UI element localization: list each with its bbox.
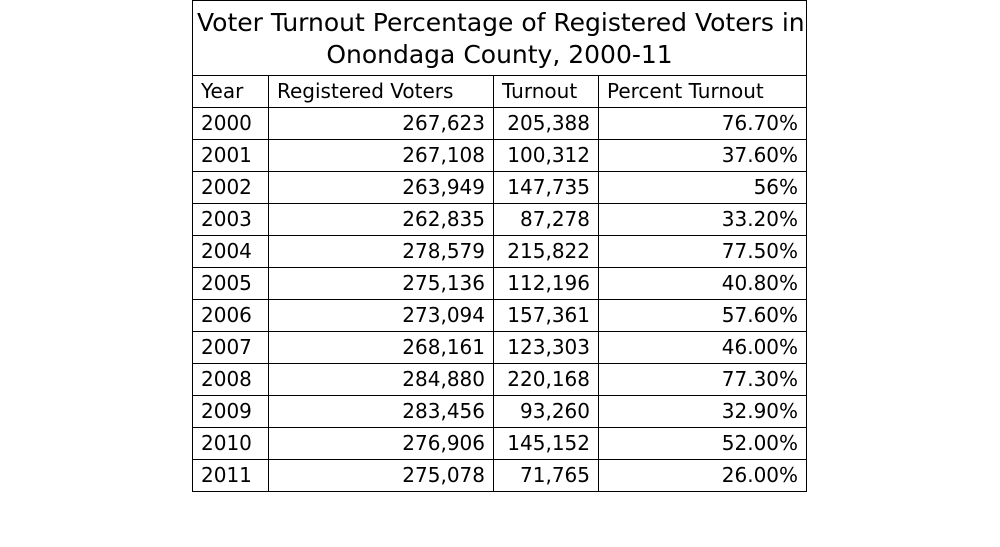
percent-turnout-cell: 77.50%: [597, 235, 808, 268]
header-row: Year Registered Voters Turnout Percent T…: [192, 75, 808, 108]
table-row: 2005 275,136 112,196 40.80%: [192, 267, 808, 300]
turnout-cell: 71,765: [493, 459, 599, 492]
table-row: 2006 273,094 157,361 57.60%: [192, 299, 808, 332]
percent-turnout-cell: 26.00%: [597, 459, 808, 492]
turnout-cell: 145,152: [493, 427, 599, 460]
year-cell: 2010: [192, 427, 269, 460]
percent-turnout-cell: 52.00%: [597, 427, 808, 460]
percent-turnout-cell: 32.90%: [597, 395, 808, 428]
year-cell: 2004: [192, 235, 269, 268]
percent-turnout-cell: 77.30%: [597, 363, 808, 396]
turnout-cell: 215,822: [493, 235, 599, 268]
turnout-cell: 157,361: [493, 299, 599, 332]
turnout-cell: 123,303: [493, 331, 599, 364]
registered-voters-cell: 278,579: [268, 235, 494, 268]
table-row: 2001 267,108 100,312 37.60%: [192, 139, 808, 172]
percent-turnout-cell: 40.80%: [597, 267, 808, 300]
year-cell: 2002: [192, 171, 269, 204]
percent-turnout-cell: 33.20%: [597, 203, 808, 236]
registered-voters-cell: 263,949: [268, 171, 494, 204]
table-row: 2003 262,835 87,278 33.20%: [192, 203, 808, 236]
table-title-line-2: Onondaga County, 2000-11: [326, 40, 673, 69]
turnout-table-container: Voter Turnout Percentage of Registered V…: [191, 0, 808, 492]
year-cell: 2009: [192, 395, 269, 428]
registered-voters-cell: 268,161: [268, 331, 494, 364]
turnout-cell: 112,196: [493, 267, 599, 300]
table-row: 2000 267,623 205,388 76.70%: [192, 107, 808, 140]
table-title-line-1: Voter Turnout Percentage of Registered V…: [197, 8, 805, 37]
table-row: 2004 278,579 215,822 77.50%: [192, 235, 808, 268]
year-cell: 2007: [192, 331, 269, 364]
registered-voters-cell: 273,094: [268, 299, 494, 332]
turnout-cell: 100,312: [493, 139, 599, 172]
table-row: 2002 263,949 147,735 56%: [192, 171, 808, 204]
table-row: 2007 268,161 123,303 46.00%: [192, 331, 808, 364]
year-cell: 2003: [192, 203, 269, 236]
registered-voters-cell: 262,835: [268, 203, 494, 236]
registered-voters-cell: 283,456: [268, 395, 494, 428]
turnout-cell: 93,260: [493, 395, 599, 428]
turnout-cell: 220,168: [493, 363, 599, 396]
table-row: 2009 283,456 93,260 32.90%: [192, 395, 808, 428]
registered-voters-cell: 275,078: [268, 459, 494, 492]
table-row: 2008 284,880 220,168 77.30%: [192, 363, 808, 396]
table-row: 2011 275,078 71,765 26.00%: [192, 459, 808, 492]
registered-voters-cell: 276,906: [268, 427, 494, 460]
title-row: Voter Turnout Percentage of Registered V…: [191, 0, 808, 76]
year-cell: 2006: [192, 299, 269, 332]
turnout-table: Voter Turnout Percentage of Registered V…: [191, 0, 808, 492]
table-body: 2000 267,623 205,388 76.70% 2001 267,108 100,3…: [192, 107, 808, 492]
year-cell: 2005: [192, 267, 269, 300]
column-header-percent-turnout: Percent Turnout: [597, 75, 808, 108]
turnout-cell: 87,278: [493, 203, 599, 236]
table-title: Voter Turnout Percentage of Registered V…: [191, 0, 808, 76]
year-cell: 2008: [192, 363, 269, 396]
column-header-year: Year: [192, 75, 269, 108]
year-cell: 2000: [192, 107, 269, 140]
column-header-turnout: Turnout: [493, 75, 599, 108]
year-cell: 2011: [192, 459, 269, 492]
registered-voters-cell: 267,623: [268, 107, 494, 140]
percent-turnout-cell: 37.60%: [597, 139, 808, 172]
turnout-cell: 147,735: [493, 171, 599, 204]
column-header-registered-voters: Registered Voters: [268, 75, 494, 108]
table-row: 2010 276,906 145,152 52.00%: [192, 427, 808, 460]
percent-turnout-cell: 46.00%: [597, 331, 808, 364]
percent-turnout-cell: 57.60%: [597, 299, 808, 332]
turnout-cell: 205,388: [493, 107, 599, 140]
percent-turnout-cell: 56%: [597, 171, 808, 204]
registered-voters-cell: 284,880: [268, 363, 494, 396]
percent-turnout-cell: 76.70%: [597, 107, 808, 140]
registered-voters-cell: 275,136: [268, 267, 494, 300]
registered-voters-cell: 267,108: [268, 139, 494, 172]
year-cell: 2001: [192, 139, 269, 172]
